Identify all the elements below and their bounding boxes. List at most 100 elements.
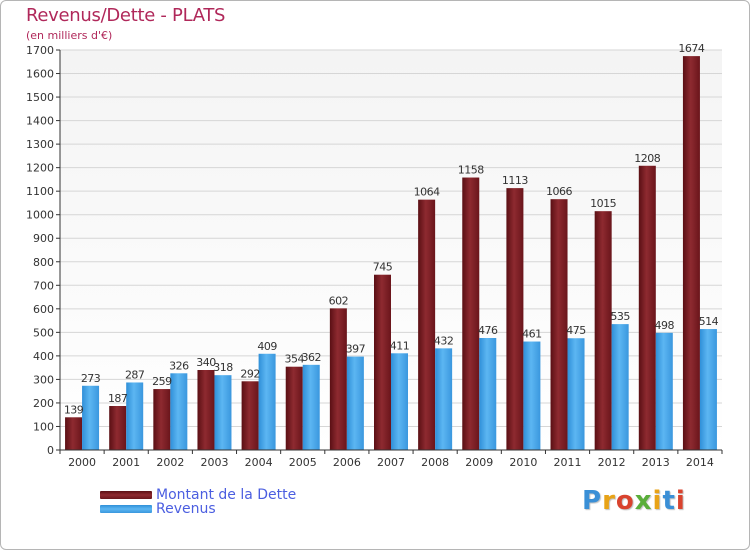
data-label-dette: 1066 [546,185,572,198]
data-label-dette: 139 [64,403,84,416]
y-tick-label: 1400 [26,115,54,128]
data-label-revenus: 326 [169,359,189,372]
bar-revenus [567,338,585,450]
x-tick-label: 2000 [68,456,96,469]
y-tick-label: 500 [33,326,54,339]
data-label-dette: 602 [329,294,349,307]
legend-swatch-revenus [100,505,152,513]
y-tick-label: 1000 [26,209,54,222]
y-tick-label: 600 [33,303,54,316]
y-tick-label: 1300 [26,138,54,151]
x-tick-label: 2014 [686,456,714,469]
y-tick-label: 1100 [26,185,54,198]
data-label-dette: 1113 [502,174,528,187]
data-label-dette: 340 [196,356,216,369]
data-label-dette: 745 [373,261,393,274]
legend-swatch-dette [100,491,152,499]
y-tick-label: 400 [33,350,54,363]
data-label-revenus: 409 [257,340,277,353]
x-tick-label: 2008 [421,456,449,469]
bar-dette [506,188,524,450]
bar-dette [65,417,83,450]
data-label-revenus: 475 [566,324,586,337]
data-label-revenus: 476 [478,324,498,337]
bar-dette [241,381,259,450]
legend-item-revenus: Revenus [100,501,216,517]
x-tick-label: 2011 [554,456,582,469]
data-label-revenus: 362 [301,351,321,364]
bar-dette [594,211,612,450]
data-label-revenus: 432 [434,334,454,347]
bar-dette [682,56,700,450]
bar-revenus [391,353,408,450]
bar-dette [329,308,347,450]
x-tick-label: 2004 [245,456,273,469]
x-tick-label: 2003 [200,456,228,469]
bar-revenus [523,341,541,450]
chart-subtitle: (en milliers d'€) [26,29,113,42]
x-tick-label: 2005 [289,456,317,469]
y-tick-label: 200 [33,397,54,410]
bar-dette [418,199,436,450]
bar-revenus [170,373,188,450]
data-label-dette: 187 [108,392,128,405]
x-tick-label: 2002 [156,456,184,469]
bar-dette [374,274,391,450]
x-tick-label: 2013 [642,456,670,469]
data-label-dette: 1674 [678,42,704,55]
data-label-revenus: 287 [125,368,145,381]
bar-revenus [655,332,673,450]
x-tick-label: 2009 [465,456,493,469]
data-label-revenus: 461 [522,328,542,341]
y-tick-label: 1500 [26,91,54,104]
y-tick-label: 700 [33,279,54,292]
bar-revenus [258,353,276,450]
x-tick-label: 2007 [377,456,405,469]
bar-dette [197,370,215,450]
data-label-dette: 1208 [634,152,660,165]
y-tick-label: 1200 [26,162,54,175]
bar-dette [153,389,171,450]
chart-title: Revenus/Dette - PLATS [26,5,226,26]
x-tick-label: 2010 [509,456,537,469]
data-label-revenus: 535 [610,310,630,323]
data-label-revenus: 514 [699,315,719,328]
bar-revenus [82,385,100,450]
bar-revenus [302,364,320,450]
bar-revenus [435,348,453,450]
x-tick-label: 2012 [598,456,626,469]
data-label-revenus: 318 [213,361,233,374]
bar-revenus [479,338,497,450]
data-label-revenus: 273 [81,372,101,385]
bar-revenus [699,329,717,450]
legend-label-dette: Montant de la Dette [156,487,297,503]
data-label-revenus: 411 [390,339,410,352]
y-tick-label: 0 [47,444,54,457]
bar-revenus [611,324,629,450]
y-tick-label: 1600 [26,68,54,81]
bar-revenus [214,375,232,450]
legend-label-revenus: Revenus [156,501,216,517]
bar-revenus [126,382,144,450]
bar-dette [638,165,656,450]
bar-dette [550,199,568,450]
y-tick-label: 300 [33,373,54,386]
data-label-dette: 1015 [590,197,616,210]
data-label-revenus: 498 [655,319,675,332]
data-label-revenus: 397 [346,343,366,356]
data-label-dette: 1158 [458,164,484,177]
legend-item-dette: Montant de la Dette [100,487,296,503]
y-tick-label: 900 [33,232,54,245]
data-label-dette: 292 [240,367,260,380]
data-label-dette: 259 [152,375,172,388]
y-tick-label: 800 [33,256,54,269]
bar-revenus [346,356,364,450]
y-tick-label: 1700 [26,44,54,57]
bar-dette [462,177,480,450]
bar-dette [109,406,127,450]
data-label-dette: 1064 [414,186,440,199]
proxiti-logo: Proxiti [582,486,686,516]
x-tick-label: 2006 [333,456,361,469]
y-tick-label: 100 [33,420,54,433]
